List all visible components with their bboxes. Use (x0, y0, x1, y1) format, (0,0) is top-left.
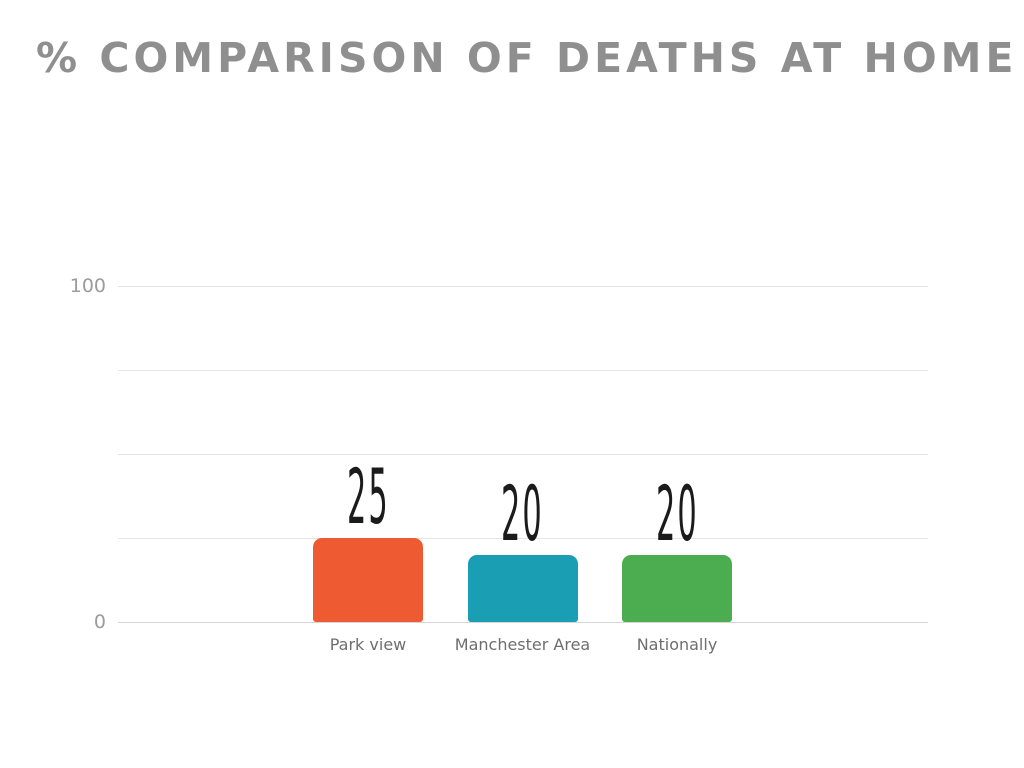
x-axis-line (118, 621, 928, 623)
category-label-manchester-area: Manchester Area (454, 635, 591, 654)
bar-value-label-nationally: 20 (592, 468, 762, 558)
y-tick-label-100: 100 (69, 275, 106, 297)
bar-value-digits: 25 (346, 452, 390, 541)
gridline (118, 285, 928, 287)
bar-value-digits: 20 (501, 468, 544, 558)
bar-manchester-area (467, 554, 578, 622)
bar-nationally (622, 554, 732, 622)
gridline (118, 537, 928, 539)
y-tick-label-0: 0 (93, 611, 106, 633)
chart-title: % COMPARISON OF DEATHS AT HOME (36, 34, 1018, 82)
bar-park-view (313, 538, 423, 622)
category-label-nationally: Nationally (636, 635, 718, 654)
category-label-park-view: Park view (329, 635, 407, 654)
bar-value-label-manchester-area: 20 (438, 468, 608, 558)
gridline (118, 453, 928, 455)
bar-value-digits: 20 (655, 468, 699, 558)
bar-value-label-park-view: 25 (283, 452, 453, 541)
gridline (118, 369, 928, 371)
